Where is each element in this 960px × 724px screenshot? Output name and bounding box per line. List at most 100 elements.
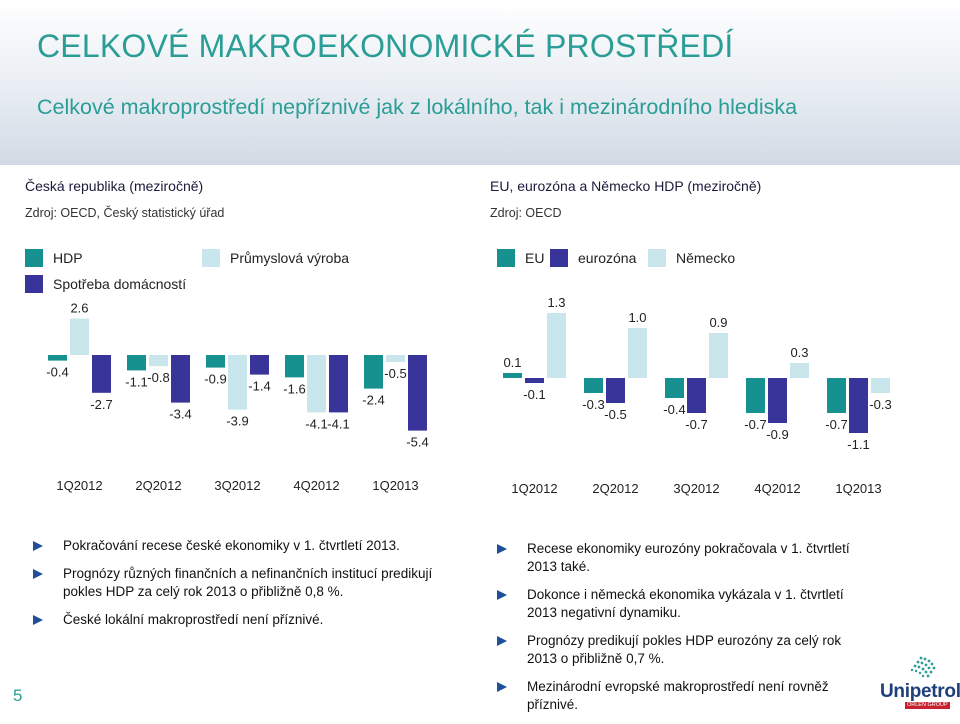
- legend-swatch-icon: [648, 249, 666, 267]
- data-label: -1.1: [125, 374, 147, 389]
- legend-label: eurozóna: [578, 250, 637, 266]
- chart-bar: [48, 355, 67, 361]
- data-label: -0.5: [604, 407, 626, 422]
- category-label: 3Q2012: [214, 478, 260, 493]
- chart-bar: [206, 355, 225, 368]
- chart-bar: [665, 378, 684, 398]
- legend-swatch-icon: [497, 249, 515, 267]
- arrow-icon: [33, 615, 43, 625]
- data-label: -0.7: [685, 417, 707, 432]
- data-label: 0.9: [709, 315, 727, 330]
- data-label: -0.8: [147, 370, 169, 385]
- czech-chart: -0.4 2.6 -2.7 1Q2012 -1.1 -0.8 -3.4 2Q2012 -0.9 -…: [46, 301, 428, 493]
- arrow-icon: [33, 541, 43, 551]
- chart-bar: [606, 378, 625, 403]
- legend-label: Německo: [676, 250, 736, 266]
- left-chart-heading: Česká republika (meziročně): [25, 178, 204, 194]
- bullets-left: Pokračování recese české ekonomiky v 1. …: [33, 537, 473, 639]
- left-chart-source: Zdroj: OECD, Český statistický úřad: [25, 206, 225, 220]
- chart-bar: [149, 355, 168, 367]
- header-band: [0, 0, 960, 165]
- data-label: -0.5: [384, 366, 406, 381]
- data-label: 1.0: [628, 310, 646, 325]
- chart-bar: [871, 378, 890, 393]
- data-label: -2.4: [362, 393, 384, 408]
- legend-swatch-icon: [550, 249, 568, 267]
- chart-bar: [127, 355, 146, 371]
- data-label: -4.1: [305, 416, 327, 431]
- data-label: 1.3: [547, 295, 565, 310]
- legend-eurozona: eurozóna: [550, 249, 636, 267]
- chart-bar: [171, 355, 190, 403]
- data-label: -3.9: [226, 414, 248, 429]
- category-label: 4Q2012: [293, 478, 339, 493]
- chart-bar: [503, 373, 522, 378]
- data-label: -0.9: [204, 372, 226, 387]
- data-label: -5.4: [406, 435, 428, 450]
- unipetrol-logo-icon: [910, 656, 936, 678]
- chart-bar: [768, 378, 787, 423]
- chart-bar: [827, 378, 846, 413]
- chart-bar: [687, 378, 706, 413]
- chart-bar: [628, 328, 647, 378]
- eu-chart: 0.1-0.11.31Q2012-0.3-0.51.02Q2012-0.4-0.…: [503, 295, 892, 496]
- chart-bar: [307, 355, 326, 413]
- bullet-item: Prognózy různých finančních a nefinanční…: [33, 565, 473, 601]
- data-label: -0.7: [744, 417, 766, 432]
- chart-bar: [228, 355, 247, 410]
- data-label: -0.3: [582, 397, 604, 412]
- page-number: 5: [13, 686, 23, 705]
- chart-bar: [547, 313, 566, 378]
- chart-bar: [364, 355, 383, 389]
- legend-swatch-icon: [25, 249, 43, 267]
- legend-eu: EU: [497, 249, 544, 267]
- chart-bar: [329, 355, 348, 413]
- data-label: -2.7: [90, 397, 112, 412]
- chart-bar: [790, 363, 809, 378]
- page-title: CELKOVÉ MAKROEKONOMICKÉ PROSTŘEDÍ: [37, 28, 734, 64]
- legend-hdp: HDP: [25, 249, 83, 267]
- bullet-item: Recese ekonomiky eurozóny pokračovala v …: [497, 540, 872, 576]
- chart-bar: [70, 318, 89, 355]
- category-label: 3Q2012: [673, 481, 719, 496]
- right-chart-source: Zdroj: OECD: [490, 206, 562, 220]
- bullet-item: Mezinárodní evropské makroprostředí není…: [497, 678, 872, 714]
- logo-sub: ORLEN GROUP: [905, 702, 950, 709]
- category-label: 1Q2012: [56, 478, 102, 493]
- legend-prumyslova-vyroba: Průmyslová výroba: [202, 249, 349, 267]
- arrow-icon: [497, 590, 507, 600]
- data-label: -0.4: [663, 402, 685, 417]
- chart-bar: [285, 355, 304, 378]
- logo-name: Unipetrol: [880, 681, 960, 702]
- legend-label: Průmyslová výroba: [230, 250, 350, 266]
- data-label: -0.4: [46, 365, 68, 380]
- chart-bar: [386, 355, 405, 362]
- data-label: 0.1: [503, 355, 521, 370]
- bullet-item: České lokální makroprostředí není přízni…: [33, 611, 473, 629]
- category-label: 1Q2012: [511, 481, 557, 496]
- arrow-icon: [497, 544, 507, 554]
- category-label: 1Q2013: [372, 478, 418, 493]
- chart-bar: [584, 378, 603, 393]
- data-label: -1.4: [248, 379, 270, 394]
- legend-nemecko: Německo: [648, 249, 735, 267]
- bullet-item: Prognózy predikují pokles HDP eurozóny z…: [497, 632, 872, 668]
- chart-bar: [92, 355, 111, 393]
- data-label: -1.1: [847, 437, 869, 452]
- category-label: 2Q2012: [135, 478, 181, 493]
- data-label: 0.3: [790, 345, 808, 360]
- page-subtitle: Celkové makroprostředí nepříznivé jak z …: [37, 95, 798, 119]
- chart-bar: [250, 355, 269, 375]
- chart-bar: [849, 378, 868, 433]
- data-label: -3.4: [169, 407, 191, 422]
- arrow-icon: [497, 636, 507, 646]
- legend-swatch-icon: [25, 275, 43, 293]
- data-label: -0.3: [869, 397, 891, 412]
- bullets-right: Recese ekonomiky eurozóny pokračovala v …: [497, 540, 872, 724]
- legend-swatch-icon: [202, 249, 220, 267]
- legend-label: Spotřeba domácností: [53, 276, 187, 292]
- chart-bar: [709, 333, 728, 378]
- chart-bar: [746, 378, 765, 413]
- category-label: 2Q2012: [592, 481, 638, 496]
- chart-bar: [525, 378, 544, 383]
